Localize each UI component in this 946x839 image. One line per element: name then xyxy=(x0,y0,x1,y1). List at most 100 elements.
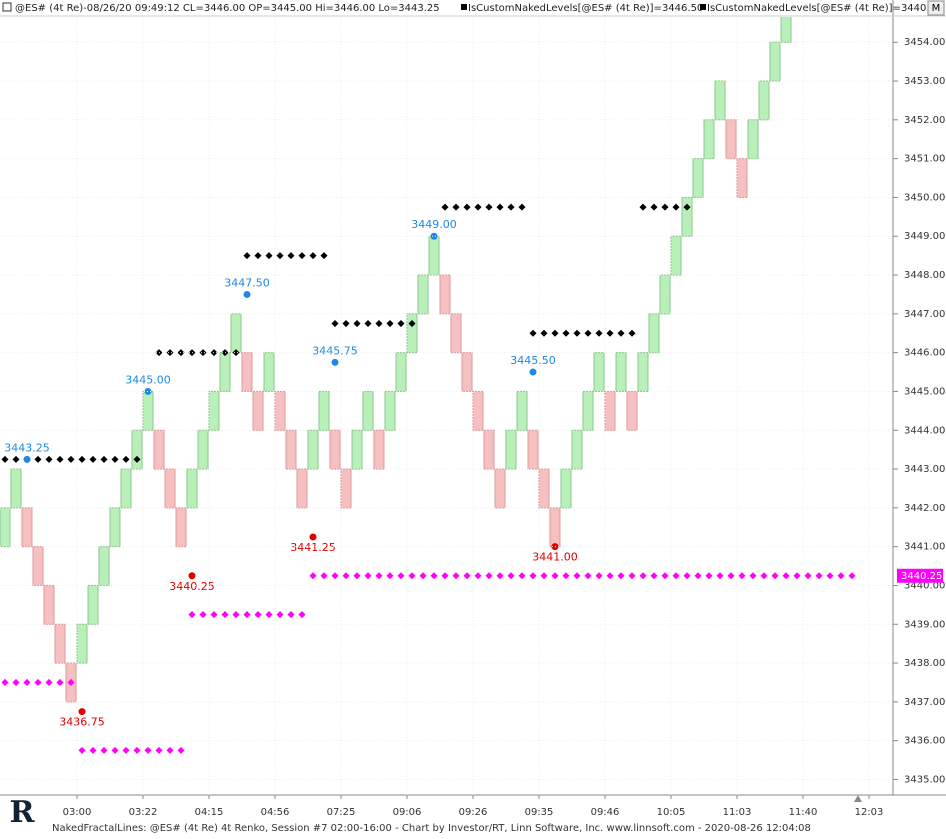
renko-brick xyxy=(98,546,110,586)
x-tick-label: 11:03 xyxy=(723,807,752,818)
naked-level-dot xyxy=(474,572,482,580)
renko-brick xyxy=(648,313,660,354)
renko-brick xyxy=(549,507,561,548)
naked-level-dot xyxy=(496,203,504,211)
renko-brick xyxy=(637,352,649,392)
naked-level-dot xyxy=(144,746,152,754)
renko-brick xyxy=(197,429,209,470)
renko-brick xyxy=(241,352,253,392)
last-level-label: 3440.25 xyxy=(901,571,942,582)
naked-level-dot xyxy=(540,572,548,580)
naked-level-dot xyxy=(782,572,790,580)
header-box xyxy=(2,2,12,12)
naked-level-dot xyxy=(529,572,537,580)
naked-level-dot xyxy=(628,572,636,580)
renko-brick xyxy=(362,390,374,431)
naked-level-dot xyxy=(639,203,647,211)
naked-level-dot xyxy=(177,746,185,754)
renko-brick xyxy=(0,507,11,548)
renko-brick xyxy=(285,429,297,470)
naked-level-dot xyxy=(595,329,603,337)
naked-level-dot xyxy=(111,746,119,754)
x-tick-label: 04:15 xyxy=(195,807,224,818)
renko-brick xyxy=(560,468,572,509)
naked-level-dot xyxy=(551,329,559,337)
naked-level-dot xyxy=(441,572,449,580)
renko-brick xyxy=(384,390,396,431)
naked-level-dot xyxy=(661,572,669,580)
renko-brick xyxy=(252,390,264,431)
m-button[interactable] xyxy=(927,0,945,16)
naked-level-dot xyxy=(1,455,9,463)
naked-level-dot xyxy=(485,203,493,211)
naked-level-dot xyxy=(89,455,97,463)
renko-brick xyxy=(406,313,418,354)
renko-brick xyxy=(87,584,99,625)
renko-brick xyxy=(681,196,693,237)
x-tick-label: 09:26 xyxy=(459,807,488,818)
y-tick-label: 3443.00 xyxy=(904,464,945,475)
naked-level-dot xyxy=(199,349,207,357)
naked-level-dot xyxy=(254,611,262,619)
naked-level-dot xyxy=(287,252,295,260)
naked-level-dot xyxy=(441,203,449,211)
naked-level-dot xyxy=(111,455,119,463)
naked-level-dot xyxy=(298,252,306,260)
svg-text:R: R xyxy=(10,795,36,830)
x-tick-label: 03:00 xyxy=(63,807,92,818)
fractal-label: 3441.25 xyxy=(290,541,336,554)
fractal-dot xyxy=(188,572,196,580)
y-tick-label: 3448.00 xyxy=(904,270,945,281)
naked-level-dot xyxy=(100,455,108,463)
naked-level-dot xyxy=(793,572,801,580)
x-tick-label: 09:35 xyxy=(525,807,554,818)
renko-brick xyxy=(725,119,737,160)
naked-level-dot xyxy=(452,572,460,580)
renko-brick xyxy=(208,390,220,431)
legend-swatch xyxy=(700,4,706,10)
renko-brick xyxy=(395,352,407,392)
last-level-box xyxy=(897,568,943,583)
naked-level-dot xyxy=(606,329,614,337)
naked-level-dot xyxy=(122,455,130,463)
renko-brick xyxy=(472,390,484,431)
naked-level-dot xyxy=(650,572,658,580)
y-tick-label: 3436.00 xyxy=(904,736,945,747)
naked-level-dot xyxy=(12,455,20,463)
naked-level-dot xyxy=(78,746,86,754)
fractal-label: 3440.25 xyxy=(169,580,215,593)
fractal-dot xyxy=(243,290,251,298)
naked-level-dot xyxy=(276,611,284,619)
y-tick-label: 3439.00 xyxy=(904,619,945,630)
renko-brick xyxy=(54,623,66,664)
naked-level-dot xyxy=(496,572,504,580)
y-tick-label: 3442.00 xyxy=(904,503,945,514)
fractal-label: 3443.25 xyxy=(4,441,50,454)
naked-level-dot xyxy=(562,329,570,337)
naked-level-dot xyxy=(705,572,713,580)
x-tick-label: 11:40 xyxy=(789,807,818,818)
naked-level-dot xyxy=(617,572,625,580)
renko-brick xyxy=(758,80,770,121)
renko-brick xyxy=(175,507,187,548)
naked-level-dot xyxy=(34,455,42,463)
naked-level-dot xyxy=(353,572,361,580)
naked-level-dot xyxy=(804,572,812,580)
m-button-label[interactable]: M xyxy=(932,3,941,14)
naked-level-dot xyxy=(551,572,559,580)
naked-level-dot xyxy=(617,329,625,337)
naked-level-dot xyxy=(67,678,75,687)
y-tick-label: 3454.00 xyxy=(904,37,945,48)
renko-brick xyxy=(593,352,605,392)
naked-level-dot xyxy=(133,746,141,754)
renko-brick xyxy=(164,468,176,509)
naked-level-dot xyxy=(232,349,240,357)
x-tick-label: 03:22 xyxy=(129,807,158,818)
renko-brick xyxy=(461,352,473,392)
naked-level-dot xyxy=(210,611,218,619)
naked-level-dot xyxy=(507,572,515,580)
renko-brick xyxy=(505,429,517,470)
naked-level-dot xyxy=(419,572,427,580)
renko-brick xyxy=(296,468,308,509)
naked-level-dot xyxy=(320,252,328,260)
